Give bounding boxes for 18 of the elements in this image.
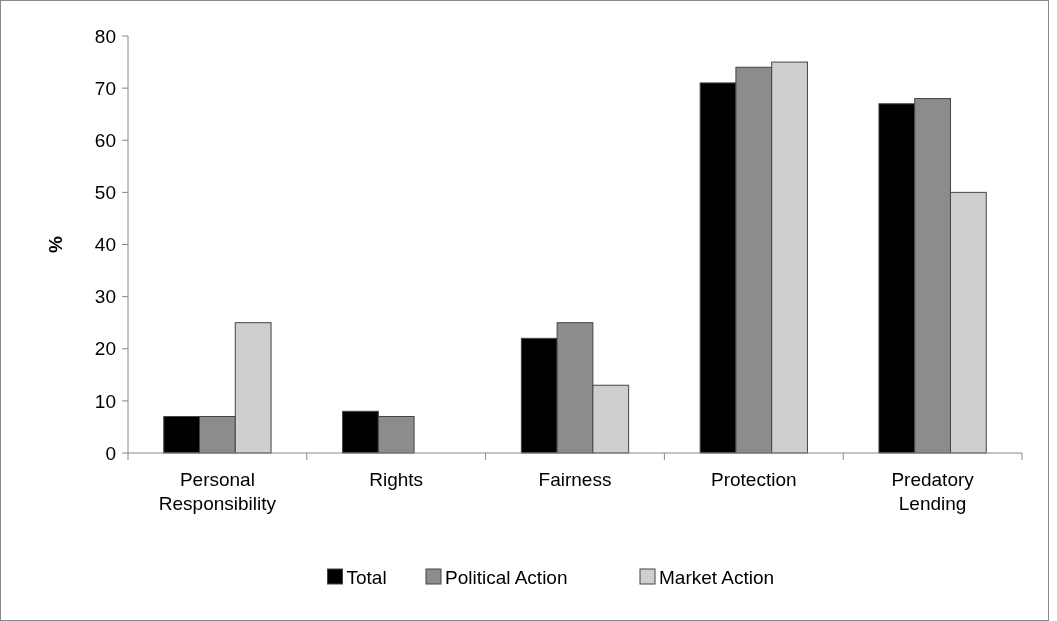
- y-tick-label: 0: [105, 442, 116, 464]
- x-tick-label: Personal Responsibility: [158, 469, 277, 514]
- y-tick-label: 80: [94, 25, 116, 47]
- x-tick-label: Protection: [711, 469, 797, 490]
- y-tick-label: 10: [94, 390, 116, 412]
- y-tick-label: 60: [94, 129, 116, 151]
- y-tick-label: 40: [94, 234, 116, 256]
- y-tick-label: 30: [94, 286, 116, 308]
- legend-label: Total: [346, 566, 387, 588]
- x-tick-label: Fairness: [538, 469, 612, 490]
- y-axis-title: %: [45, 235, 66, 253]
- y-tick-label: 50: [94, 182, 116, 204]
- x-tick-label: Rights: [369, 469, 424, 490]
- y-tick-label: 20: [94, 338, 116, 360]
- legend-label: Political Action: [445, 566, 568, 588]
- legend-label: Market Action: [659, 566, 775, 588]
- y-tick-label: 70: [94, 77, 116, 99]
- x-tick-label: Predatory Lending: [891, 469, 975, 514]
